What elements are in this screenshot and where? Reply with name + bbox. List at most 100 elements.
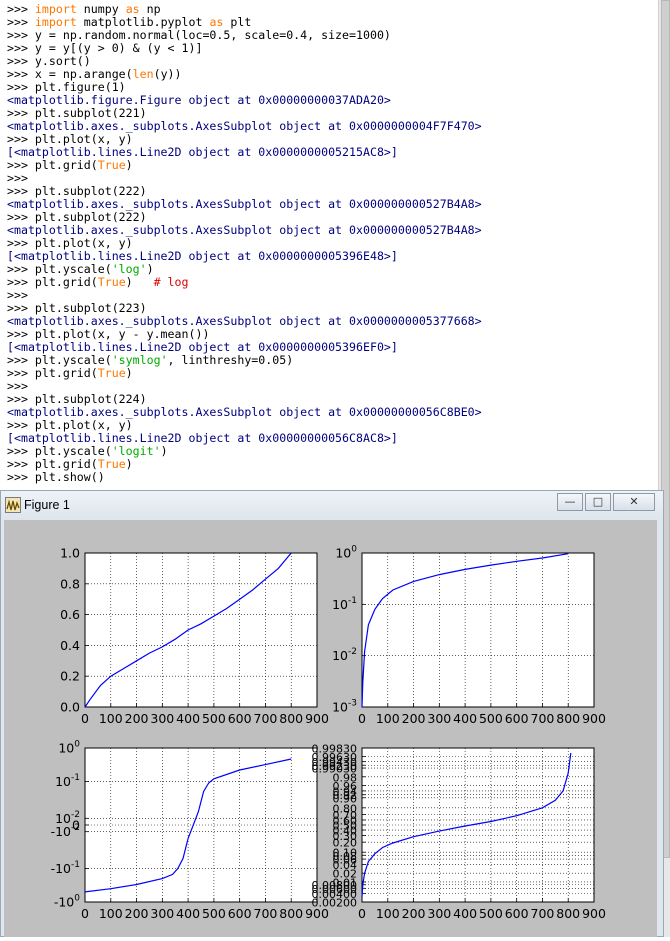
x-tick-label: 900 [582, 711, 606, 726]
console-text: [<matplotlib.lines.Line2D object at 0x00… [7, 431, 398, 445]
console-line: >>> x = np.arange(len(y)) [7, 68, 182, 81]
console-text: >>> plt.subplot(221) [7, 106, 147, 120]
console-line: >>> import numpy as np [7, 3, 161, 16]
x-tick-label: 800 [279, 711, 303, 726]
console-line: >>> [7, 172, 28, 185]
console-text: >>> plt.figure(1) [7, 80, 126, 94]
y-tick-label: 0 [72, 818, 80, 833]
y-tick-base: 10 [335, 546, 351, 561]
y-tick-label: 0.00600 [312, 883, 358, 896]
y-tick-label: 0.00400 [312, 888, 358, 901]
console-text: ) [125, 457, 133, 471]
console-line: >>> plt.yscale('log') [7, 263, 154, 276]
y-tick-label: 0.94 [333, 785, 358, 798]
y-tick-label: 0.20 [333, 837, 358, 850]
axes-frame [361, 747, 595, 903]
console-text: True [97, 366, 126, 380]
x-tick-label: 400 [176, 906, 200, 921]
minimize-button[interactable]: — [557, 493, 583, 511]
console-line: >>> plt.plot(x, y - y.mean()) [7, 328, 209, 341]
console-line: >>> plt.figure(1) [7, 81, 126, 94]
y-tick-label: 0.96 [333, 780, 358, 793]
x-tick-label: 300 [150, 711, 174, 726]
console-text: ) [125, 158, 133, 172]
y-tick-exponent: -1 [71, 860, 80, 870]
y-tick-label: -10-2 [51, 823, 80, 839]
y-tick-label: 0.99430 [312, 756, 358, 769]
console-text: 'symlog' [111, 353, 168, 367]
x-tick-label: 100 [376, 711, 400, 726]
console-text: 'logit' [111, 444, 161, 458]
console-text: (y)) [153, 67, 182, 81]
console-line: <matplotlib.axes._subplots.AxesSubplot o… [7, 315, 482, 328]
matplotlib-figure-icon [5, 497, 21, 513]
console-text: True [97, 457, 126, 471]
x-tick-label: 500 [202, 711, 226, 726]
y-tick-label: 0.98 [333, 771, 358, 784]
console-text: np [139, 2, 161, 16]
x-tick-label: 200 [125, 711, 149, 726]
console-text: <matplotlib.axes._subplots.AxesSubplot o… [7, 197, 482, 211]
console-text: [<matplotlib.lines.Line2D object at 0x00… [7, 145, 398, 159]
x-tick-label: 0 [81, 906, 89, 921]
console-text: ) [125, 275, 154, 289]
figure-canvas[interactable]: 0 100 200 300 400 500 600 700 800 900 0.0 0.2 0.4 0.6… [4, 520, 657, 937]
y-tick-exponent: -1 [71, 773, 80, 783]
y-tick-exponent: -1 [348, 596, 357, 606]
y-tick-base: -10 [51, 824, 71, 839]
y-tick-base: 10 [332, 597, 348, 612]
x-tick-label: 500 [202, 906, 226, 921]
y-tick-exponent: -2 [71, 823, 80, 833]
console-text: >>> plt.yscale( [7, 262, 112, 276]
console-line: >>> plt.plot(x, y) [7, 237, 133, 250]
python-console[interactable]: >>> import numpy as np >>> import matplot… [0, 0, 664, 490]
x-tick-label: 100 [99, 906, 123, 921]
y-tick-label: 0.99630 [312, 751, 358, 764]
y-tick-exponent: -2 [348, 647, 357, 657]
y-tick-label: 0.06 [333, 854, 358, 867]
console-text: <matplotlib.axes._subplots.AxesSubplot o… [7, 405, 482, 419]
x-tick-label: 900 [305, 906, 329, 921]
subplot-2: 0 100 200 300 400 500 600 700 800 90010010-110-21… [332, 545, 606, 727]
console-text: <matplotlib.axes._subplots.AxesSubplot o… [7, 314, 482, 328]
x-tick-label: 0 [358, 906, 366, 921]
console-line: >>> [7, 289, 28, 302]
axes-frame [84, 747, 318, 903]
y-tick-label: 0.00800 [312, 879, 358, 892]
y-tick-label: 0.99830 [312, 743, 358, 756]
console-line: <matplotlib.axes._subplots.AxesSubplot o… [7, 224, 482, 237]
y-tick-exponent: -2 [71, 810, 80, 820]
y-tick-base: 10 [55, 811, 71, 826]
y-tick-base: 10 [332, 648, 348, 663]
console-text: numpy [76, 2, 126, 16]
series-line [84, 552, 292, 708]
console-text: plt [223, 15, 252, 29]
console-text: ) [146, 262, 154, 276]
console-text: True [97, 275, 126, 289]
subplot-1: 0 100 200 300 400 500 600 700 800 900 0.0 0.2 0.4 0.6… [60, 546, 329, 727]
console-line: [<matplotlib.lines.Line2D object at 0x00… [7, 146, 398, 159]
x-tick-label: 100 [376, 906, 400, 921]
console-line: >>> plt.yscale('logit') [7, 445, 168, 458]
x-tick-label: 800 [279, 906, 303, 921]
y-tick-label: 10-1 [332, 596, 357, 612]
y-tick-base: -10 [51, 861, 71, 876]
x-tick-label: 700 [254, 906, 278, 921]
console-text: as [125, 2, 140, 16]
y-tick-exponent: 0 [74, 740, 80, 750]
console-text: 'log' [111, 262, 147, 276]
subplot-3: 0 100 200 300 400 500 600 700 800 90010010-110-20… [51, 740, 329, 922]
figure-svg: 0 100 200 300 400 500 600 700 800 9000.00.20.40.6… [51, 545, 606, 922]
x-tick-label: 700 [254, 711, 278, 726]
console-line: >>> plt.grid(True) [7, 367, 133, 380]
x-tick-label: 200 [125, 906, 149, 921]
x-tick-label: 700 [531, 711, 555, 726]
close-button[interactable]: ✕ [613, 493, 655, 511]
console-text: >>> plt.subplot(222) [7, 184, 147, 198]
maximize-button[interactable]: □ [585, 493, 611, 511]
y-tick-label: 0.50 [333, 820, 358, 833]
y-tick-label: -10-1 [51, 860, 80, 876]
y-tick-exponent: 0 [351, 545, 357, 555]
console-text: >>> plt.yscale( [7, 353, 112, 367]
window-titlebar[interactable]: Figure 1 — □ ✕ [1, 491, 663, 519]
